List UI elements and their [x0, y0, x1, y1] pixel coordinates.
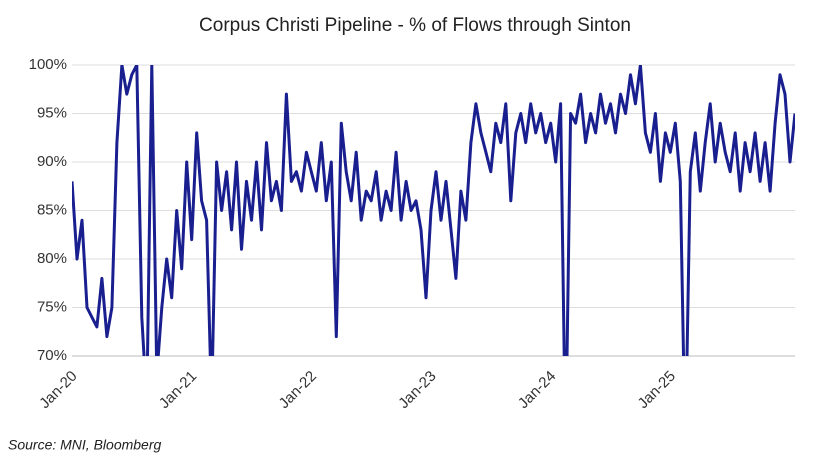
y-tick-label: 75% — [37, 298, 67, 315]
x-tick-label: Jan-24 — [515, 368, 559, 412]
x-tick-label: Jan-21 — [156, 368, 200, 412]
x-tick-label: Jan-22 — [276, 368, 320, 412]
x-tick-label: Jan-20 — [36, 368, 80, 412]
chart-title: Corpus Christi Pipeline - % of Flows thr… — [199, 15, 631, 36]
x-tick-label: Jan-23 — [395, 368, 439, 412]
y-tick-label: 95% — [37, 104, 67, 121]
source-note: Source: MNI, Bloomberg — [8, 437, 161, 453]
y-tick-label: 70% — [37, 347, 67, 364]
data-line — [72, 65, 795, 356]
y-tick-label: 85% — [37, 201, 67, 218]
y-tick-label: 80% — [37, 250, 67, 267]
y-tick-label: 100% — [29, 56, 67, 73]
y-tick-label: 90% — [37, 153, 67, 170]
x-tick-label: Jan-25 — [635, 368, 679, 412]
